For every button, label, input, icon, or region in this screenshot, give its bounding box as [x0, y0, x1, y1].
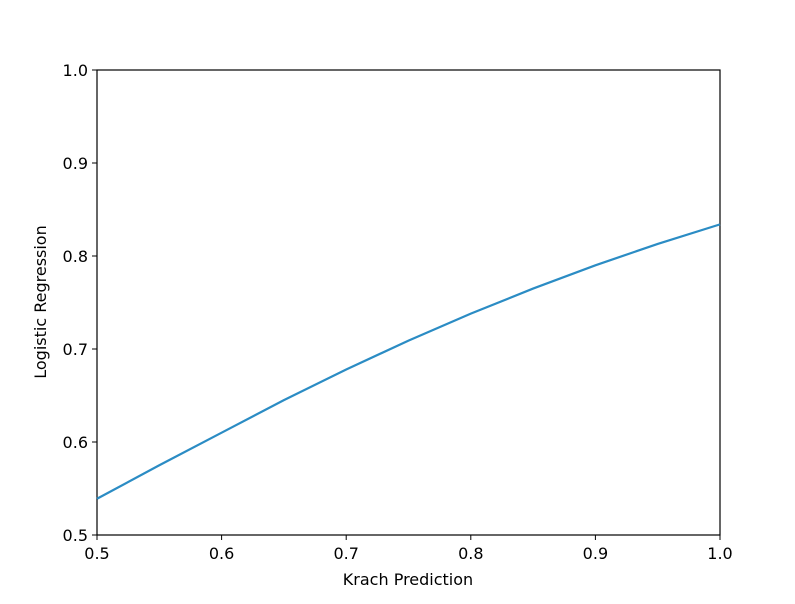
x-tick-label: 1.0: [707, 544, 732, 563]
x-axis-label: Krach Prediction: [343, 570, 473, 589]
y-tick-label: 0.9: [63, 154, 88, 173]
y-tick-label: 0.8: [63, 247, 88, 266]
x-tick-label: 0.9: [583, 544, 608, 563]
y-tick-label: 0.7: [63, 340, 88, 359]
y-axis-label: Logistic Regression: [31, 225, 50, 378]
y-tick-label: 0.6: [63, 433, 88, 452]
y-tick-label: 0.5: [63, 526, 88, 545]
axes-frame: [96, 69, 721, 536]
y-tick-label: 1.0: [63, 61, 88, 80]
line-series: [96, 223, 721, 500]
x-tick-label: 0.7: [333, 544, 358, 563]
x-tick-label: 0.8: [458, 544, 483, 563]
x-tick-label: 0.5: [84, 544, 109, 563]
x-tick-label: 0.6: [209, 544, 234, 563]
